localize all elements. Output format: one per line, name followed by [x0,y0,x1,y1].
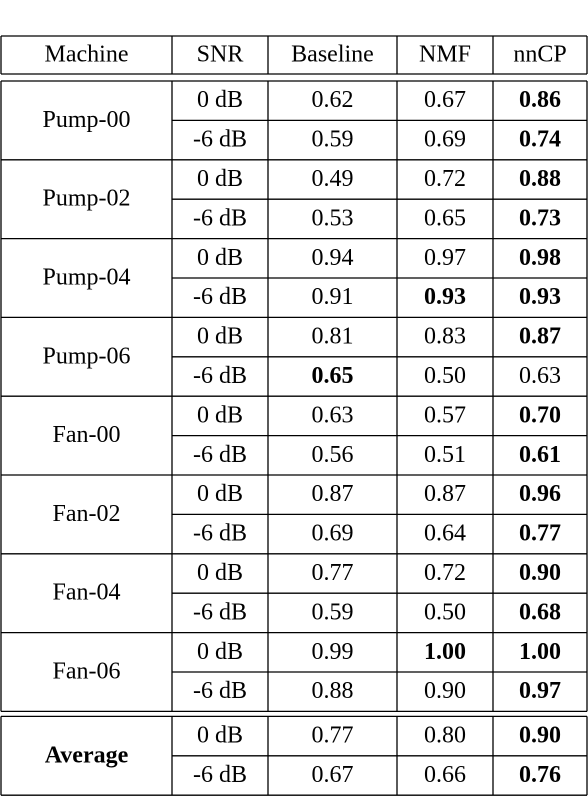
value-cell: 0.97 [424,245,466,271]
machine-cell: Pump-00 [42,107,130,133]
value-cell: 0.66 [424,762,466,788]
value-cell: 0.91 [312,284,354,310]
machine-cell: Fan-04 [53,580,121,606]
snr-cell: 0 dB [197,481,243,507]
machine-cell: Fan-00 [53,422,121,448]
value-cell: 0.93 [519,284,561,310]
snr-cell: 0 dB [197,245,243,271]
snr-cell: -6 dB [193,205,247,231]
value-cell: 0.90 [424,678,466,704]
snr-cell: 0 dB [197,324,243,350]
value-cell: 0.50 [424,363,466,389]
machine-cell: Pump-06 [42,343,130,369]
value-cell: 0.77 [312,560,354,586]
value-cell: 1.00 [519,639,561,665]
value-cell: 0.93 [424,284,466,310]
value-cell: 0.57 [424,402,466,428]
value-cell: 0.69 [312,521,354,547]
value-cell: 0.80 [424,723,466,749]
snr-cell: 0 dB [197,560,243,586]
value-cell: 0.68 [519,599,561,625]
snr-cell: 0 dB [197,402,243,428]
machine-cell: Average [45,742,129,768]
value-cell: 0.49 [312,166,354,192]
value-cell: 0.83 [424,324,466,350]
value-cell: 0.72 [424,560,466,586]
value-cell: 0.88 [519,166,561,192]
machine-cell: Fan-06 [53,659,121,685]
value-cell: 0.59 [312,127,354,153]
header-cell: NMF [419,42,471,68]
machine-cell: Pump-04 [42,265,130,291]
snr-cell: -6 dB [193,363,247,389]
value-cell: 0.51 [424,442,466,468]
header-cell: Baseline [291,42,374,68]
value-cell: 1.00 [424,639,466,665]
value-cell: 0.73 [519,205,561,231]
value-cell: 0.87 [312,481,354,507]
value-cell: 0.81 [312,324,354,350]
value-cell: 0.87 [424,481,466,507]
value-cell: 0.59 [312,599,354,625]
value-cell: 0.99 [312,639,354,665]
snr-cell: 0 dB [197,87,243,113]
value-cell: 0.50 [424,599,466,625]
value-cell: 0.53 [312,205,354,231]
snr-cell: -6 dB [193,442,247,468]
value-cell: 0.67 [424,87,466,113]
value-cell: 0.62 [312,87,354,113]
machine-cell: Fan-02 [53,501,121,527]
header-cell: nnCP [513,42,566,68]
value-cell: 0.63 [519,363,561,389]
value-cell: 0.65 [312,363,354,389]
value-cell: 0.86 [519,87,561,113]
machine-cell: Pump-02 [42,186,130,212]
value-cell: 0.76 [519,762,561,788]
value-cell: 0.74 [519,127,561,153]
value-cell: 0.90 [519,723,561,749]
value-cell: 0.64 [424,521,466,547]
value-cell: 0.98 [519,245,561,271]
header-cell: Machine [45,42,129,68]
value-cell: 0.67 [312,762,354,788]
value-cell: 0.87 [519,324,561,350]
snr-cell: -6 dB [193,127,247,153]
snr-cell: -6 dB [193,284,247,310]
snr-cell: 0 dB [197,723,243,749]
value-cell: 0.69 [424,127,466,153]
value-cell: 0.56 [312,442,354,468]
value-cell: 0.77 [519,521,561,547]
value-cell: 0.61 [519,442,561,468]
snr-cell: -6 dB [193,762,247,788]
value-cell: 0.70 [519,402,561,428]
value-cell: 0.88 [312,678,354,704]
header-cell: SNR [197,42,244,68]
value-cell: 0.72 [424,166,466,192]
value-cell: 0.77 [312,723,354,749]
snr-cell: -6 dB [193,521,247,547]
value-cell: 0.97 [519,678,561,704]
value-cell: 0.96 [519,481,561,507]
snr-cell: 0 dB [197,166,243,192]
value-cell: 0.65 [424,205,466,231]
value-cell: 0.90 [519,560,561,586]
snr-cell: -6 dB [193,599,247,625]
snr-cell: -6 dB [193,678,247,704]
value-cell: 0.63 [312,402,354,428]
snr-cell: 0 dB [197,639,243,665]
value-cell: 0.94 [312,245,354,271]
